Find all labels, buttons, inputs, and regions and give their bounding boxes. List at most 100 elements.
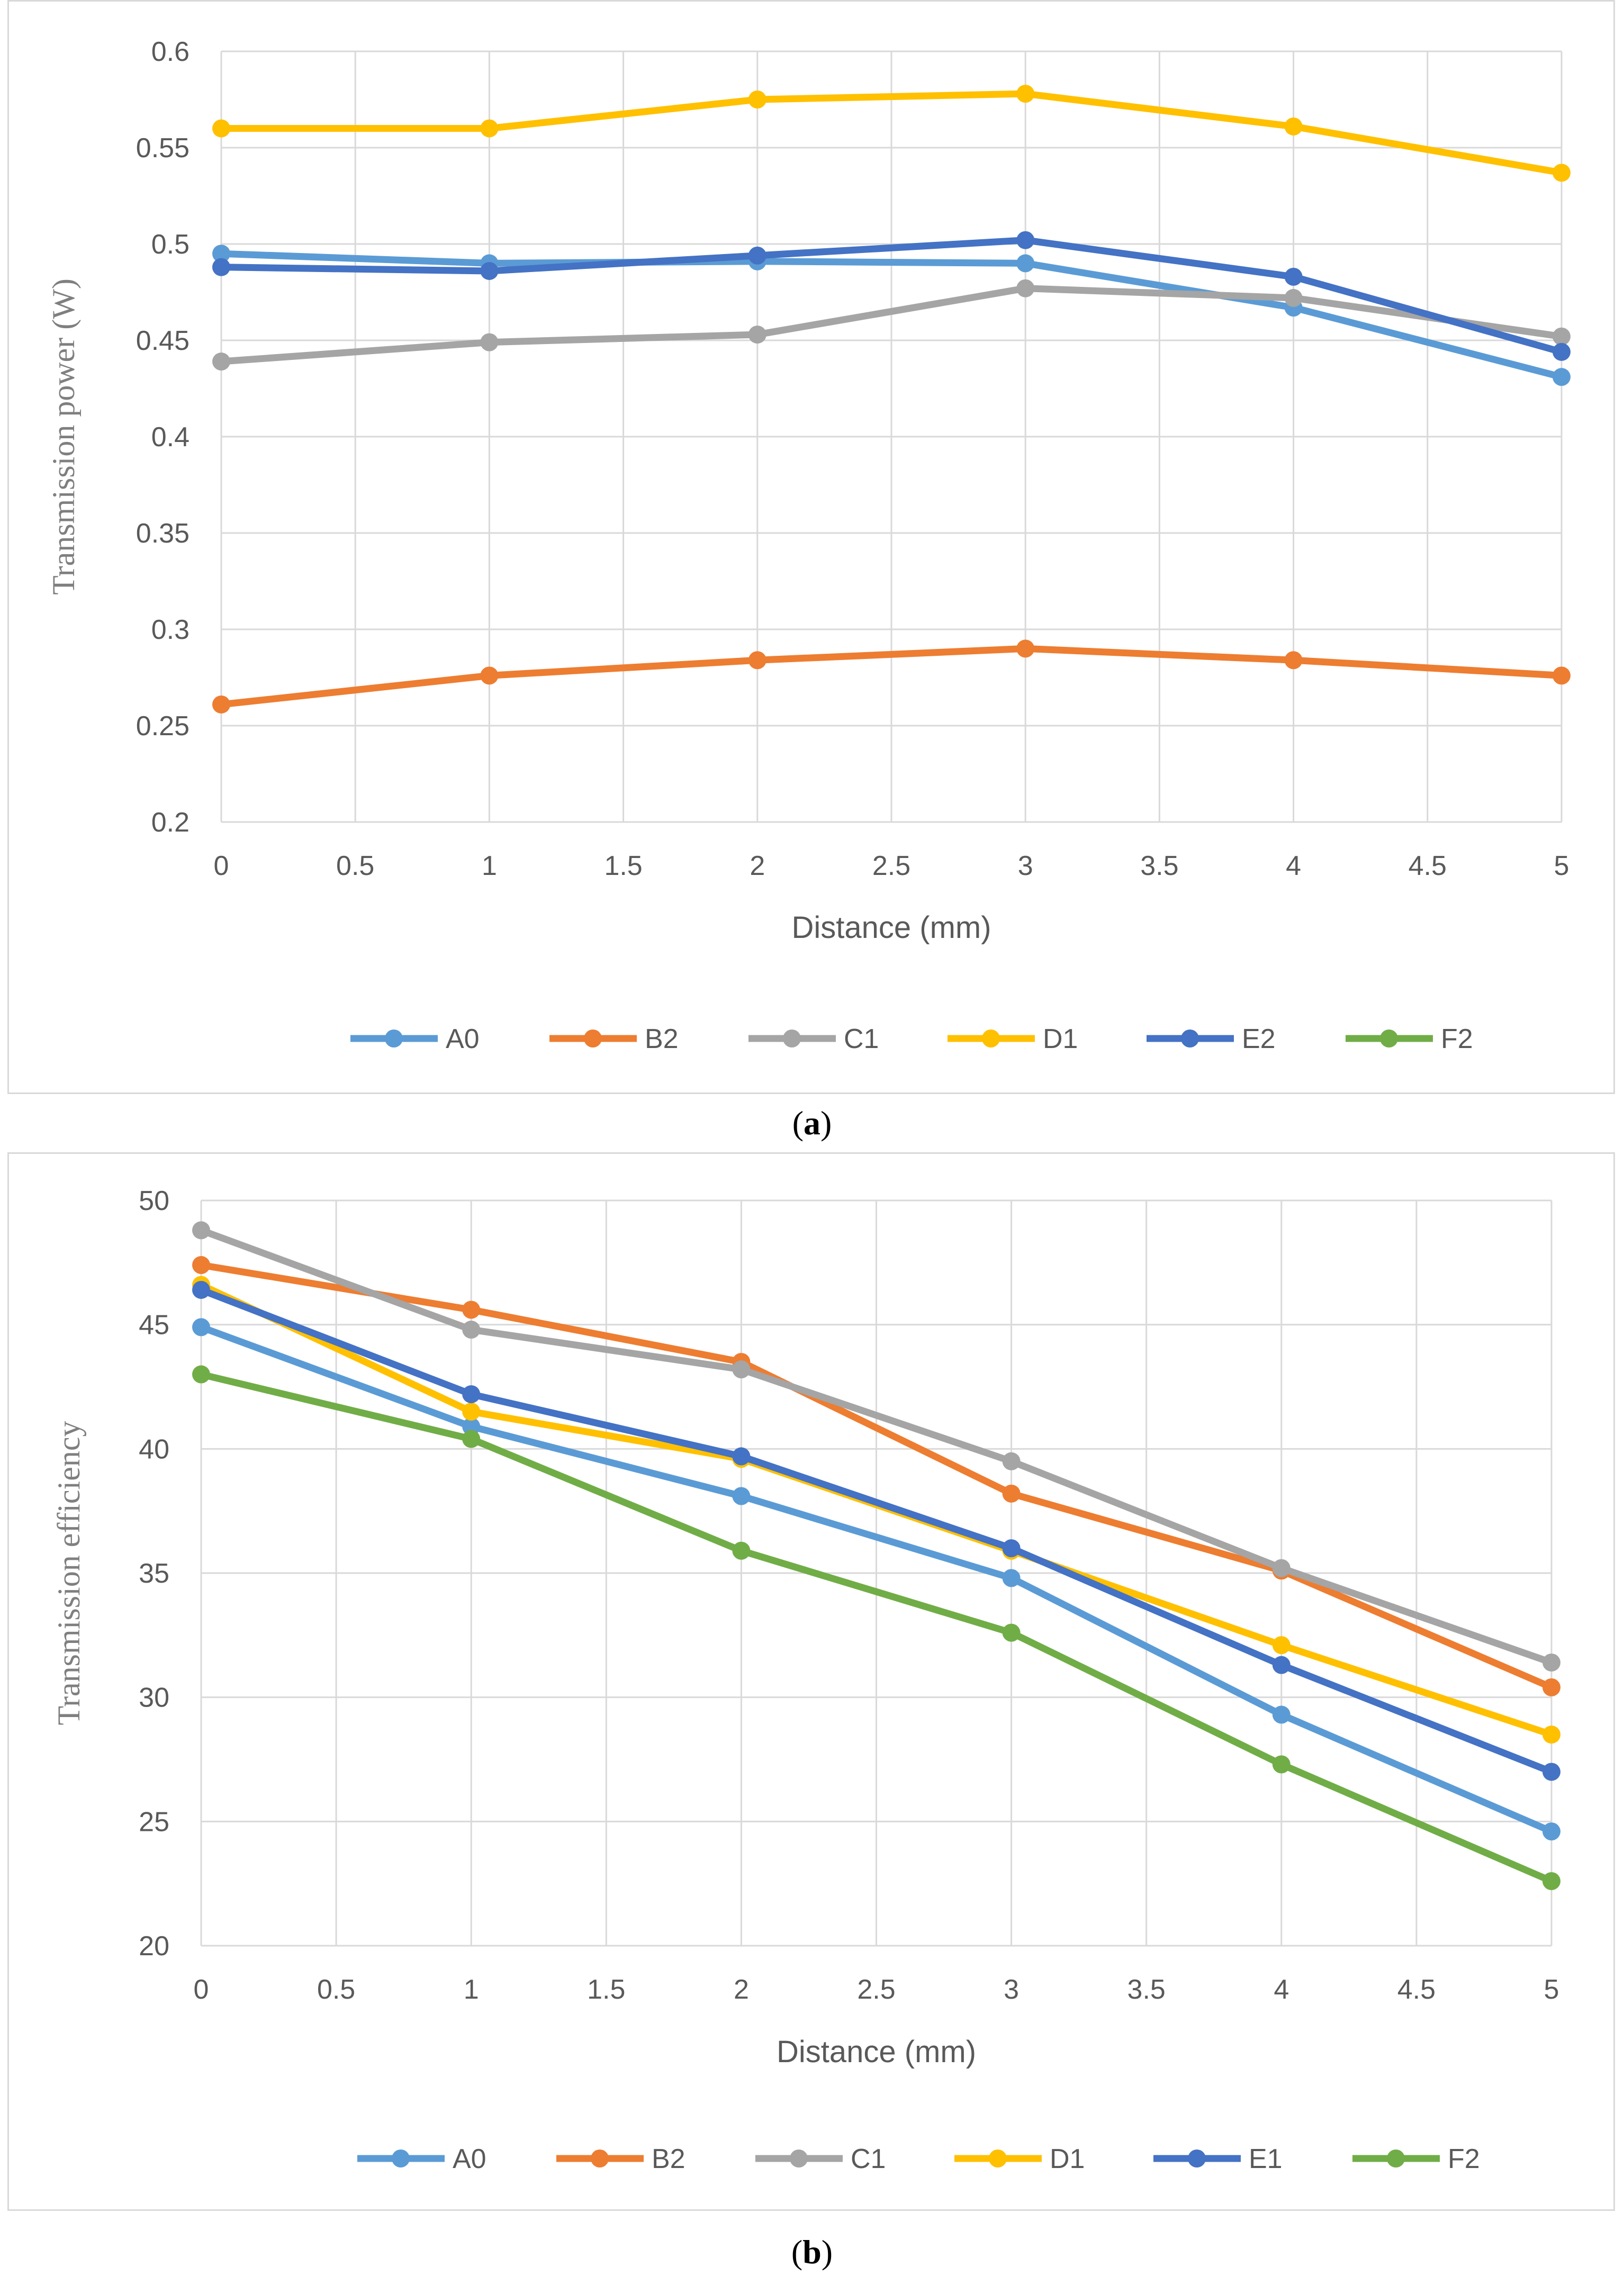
chart-a-data-point-e2 xyxy=(1016,231,1035,249)
chart-a-data-point-a0 xyxy=(1016,254,1035,273)
chart-b-data-point-e1 xyxy=(192,1280,210,1299)
chart-b-data-point-d1 xyxy=(1542,1726,1560,1744)
chart-b-y-tick-label: 40 xyxy=(139,1434,169,1465)
chart-a-legend-label-e2: E2 xyxy=(1242,1024,1276,1054)
chart-b-x-tick-label: 1.5 xyxy=(587,1974,625,2005)
chart-a-y-tick-label: 0.4 xyxy=(151,422,190,453)
chart-a-group: 0 0.5 1 1.5 2 2.5 3 3.5 4 4.5 5 0.2 0.25 0.3 0.35 0.4 0.… xyxy=(46,37,1571,1054)
chart-b-group: 0 0.5 1 1.5 2 2.5 3 3.5 4 4.5 5 20 25 30 35 40 45 50 Dista… xyxy=(51,1186,1560,2174)
chart-b-x-tick-label: 1 xyxy=(464,1974,479,2005)
chart-b-x-tick-label: 2 xyxy=(734,1974,749,2005)
chart-a-data-point-b2 xyxy=(212,695,230,714)
chart-a-legend-marker-d1 xyxy=(982,1029,1000,1047)
chart-b-series-line-c1 xyxy=(197,1226,1555,1666)
chart-a-x-tick-label: 2 xyxy=(750,851,765,881)
chart-a-data-point-c1 xyxy=(1284,288,1303,307)
chart-b-x-tick-label: 2.5 xyxy=(857,1974,895,2005)
chart-b-data-point-f2 xyxy=(462,1430,481,1448)
chart-a-legend-label-d1: D1 xyxy=(1043,1024,1078,1054)
chart-b-y-tick-label: 50 xyxy=(139,1186,169,1216)
chart-a-legend-label-b2: B2 xyxy=(645,1024,679,1054)
chart-b-data-point-e1 xyxy=(1542,1763,1560,1781)
chart-b-legend-marker-d1 xyxy=(989,2149,1007,2167)
chart-a-data-point-e2 xyxy=(748,246,766,265)
chart-panel-b xyxy=(7,1152,1615,2211)
chart-a-data-point-b2 xyxy=(480,666,499,685)
chart-b-data-point-f2 xyxy=(192,1365,210,1384)
chart-a-y-tick-label: 0.45 xyxy=(136,326,190,356)
chart-a-legend-label-c1: C1 xyxy=(844,1024,879,1054)
chart-a-x-tick-label: 0.5 xyxy=(336,851,374,881)
chart-b-legend-label-e1: E1 xyxy=(1249,2144,1283,2174)
chart-a-y-tick-label: 0.2 xyxy=(151,807,190,838)
chart-a-data-point-a0 xyxy=(212,245,230,263)
chart-a-data-point-c1 xyxy=(1016,279,1035,297)
chart-a-data-point-e2 xyxy=(212,258,230,276)
chart-b-y-tick-label: 45 xyxy=(139,1310,169,1341)
chart-a-legend-label-f2: F2 xyxy=(1441,1024,1473,1054)
chart-a-y-tick-label: 0.25 xyxy=(136,711,190,742)
chart-b-data-point-d1 xyxy=(1272,1636,1291,1655)
chart-a-y-tick-label: 0.55 xyxy=(136,133,190,164)
chart-b-data-point-c1 xyxy=(732,1360,751,1379)
chart-b-y-tick-label: 30 xyxy=(139,1683,169,1713)
chart-b-y-tick-label: 35 xyxy=(139,1558,169,1589)
chart-b-legend-label-f2: F2 xyxy=(1448,2144,1480,2174)
chart-a-y-tick-label: 0.5 xyxy=(151,229,190,260)
chart-b-series-line-b2 xyxy=(197,1261,1555,1691)
chart-b-data-point-d1 xyxy=(462,1402,481,1421)
chart-b-data-point-c1 xyxy=(192,1221,210,1240)
chart-b-data-point-a0 xyxy=(192,1318,210,1336)
chart-b-x-tick-label: 3.5 xyxy=(1127,1974,1166,2005)
chart-a-data-point-d1 xyxy=(748,91,766,109)
chart-a-series-line-e2 xyxy=(218,237,1565,356)
chart-a-legend-marker-f2 xyxy=(1380,1029,1398,1047)
chart-b-data-point-c1 xyxy=(462,1321,481,1339)
chart-b-x-tick-label: 4.5 xyxy=(1397,1974,1436,2005)
chart-a-data-point-a0 xyxy=(1553,368,1571,386)
chart-b-data-point-e1 xyxy=(1002,1539,1021,1558)
chart-a-series-line-a0 xyxy=(218,250,1565,381)
chart-b-data-point-c1 xyxy=(1002,1452,1021,1470)
chart-a-x-tick-label: 2.5 xyxy=(872,851,910,881)
chart-a-data-point-b2 xyxy=(1284,651,1303,670)
chart-b-legend-label-b2: B2 xyxy=(652,2144,685,2174)
caption-b: (b) xyxy=(791,2233,833,2271)
chart-b-x-tick-label: 4 xyxy=(1274,1974,1289,2005)
chart-b-x-tick-label: 0.5 xyxy=(317,1974,355,2005)
chart-a-legend-marker-c1 xyxy=(783,1029,801,1047)
chart-b-data-point-b2 xyxy=(1002,1484,1021,1503)
chart-a-data-point-b2 xyxy=(1553,666,1571,685)
chart-b-legend-label-a0: A0 xyxy=(453,2144,486,2174)
chart-a-x-tick-label: 4.5 xyxy=(1409,851,1447,881)
chart-a-x-tick-label: 1 xyxy=(482,851,497,881)
chart-a-data-point-c1 xyxy=(1553,327,1571,346)
chart-b-series-line-a0 xyxy=(197,1323,1555,1835)
chart-a-data-point-e2 xyxy=(480,261,499,280)
chart-b-x-tick-label: 5 xyxy=(1544,1974,1559,2005)
chart-b-legend-marker-a0 xyxy=(392,2149,410,2167)
chart-b-data-point-f2 xyxy=(1002,1623,1021,1642)
chart-b-x-tick-label: 3 xyxy=(1004,1974,1019,2005)
chart-b-legend-label-d1: D1 xyxy=(1050,2144,1085,2174)
chart-a-data-point-e2 xyxy=(1284,267,1303,286)
chart-a-series-line-d1 xyxy=(218,90,1565,176)
chart-a-x-tick-label: 0 xyxy=(214,851,229,881)
chart-a-data-point-d1 xyxy=(212,119,230,138)
chart-panel-a xyxy=(7,0,1615,1094)
chart-b-data-point-a0 xyxy=(462,1417,481,1436)
chart-a-series-line-b2 xyxy=(218,645,1565,708)
chart-a-data-point-c1 xyxy=(748,326,766,344)
chart-b-x-axis-title: Distance (mm) xyxy=(777,2035,976,2069)
chart-a-data-point-d1 xyxy=(1284,117,1303,136)
chart-b-data-point-a0 xyxy=(732,1487,751,1505)
chart-b-data-point-f2 xyxy=(732,1541,751,1560)
chart-a-legend-marker-e2 xyxy=(1181,1029,1199,1047)
chart-b-data-point-e1 xyxy=(1272,1656,1291,1674)
chart-b-data-point-a0 xyxy=(1272,1705,1291,1724)
chart-b-legend-marker-b2 xyxy=(591,2149,609,2167)
chart-a-data-point-d1 xyxy=(1553,164,1571,182)
chart-b-data-point-b2 xyxy=(192,1256,210,1275)
chart-b-data-point-c1 xyxy=(1272,1559,1291,1577)
